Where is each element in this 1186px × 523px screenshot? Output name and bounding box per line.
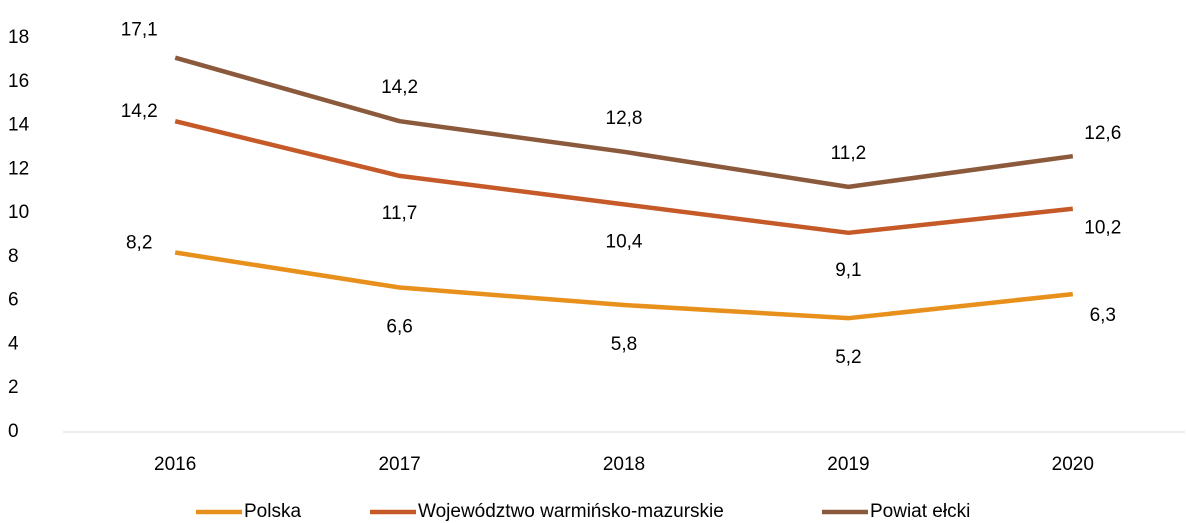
x-tick-label: 2020 [1052,454,1094,475]
data-label: 5,8 [611,334,637,355]
data-label: 12,8 [606,108,643,129]
y-tick-label: 12 [8,158,29,179]
y-tick-label: 0 [8,421,19,442]
data-label: 6,3 [1090,305,1116,326]
x-tick-label: 2019 [827,454,869,475]
x-tick-label: 2017 [378,454,420,475]
data-label: 11,2 [831,143,867,164]
data-label: 17,1 [121,20,158,41]
y-tick-label: 18 [8,27,29,48]
data-label: 11,7 [382,203,418,224]
data-label: 10,4 [606,231,643,252]
data-label: 8,2 [126,233,152,254]
y-tick-label: 8 [8,246,19,267]
data-label: 9,1 [835,260,861,281]
y-tick-label: 16 [8,71,29,92]
data-label: 6,6 [386,317,412,338]
data-label: 14,2 [121,101,158,122]
series-line [174,250,1074,321]
y-tick-label: 14 [8,115,30,136]
legend-label: Województwo warmińsko-mazurskie [418,501,724,522]
y-tick-label: 4 [8,333,19,354]
y-tick-label: 10 [8,202,29,223]
legend-label: Polska [244,501,301,522]
x-tick-label: 2018 [603,454,645,475]
series-line [174,118,1074,236]
legend-label: Powiat ełcki [870,501,970,522]
x-tick-label: 2016 [154,454,196,475]
series-line [174,55,1074,190]
data-label: 12,6 [1084,123,1121,144]
data-label: 5,2 [835,347,861,368]
y-tick-label: 6 [8,290,19,311]
data-label: 10,2 [1084,218,1121,239]
data-label: 14,2 [381,77,418,98]
y-tick-label: 2 [8,377,19,398]
